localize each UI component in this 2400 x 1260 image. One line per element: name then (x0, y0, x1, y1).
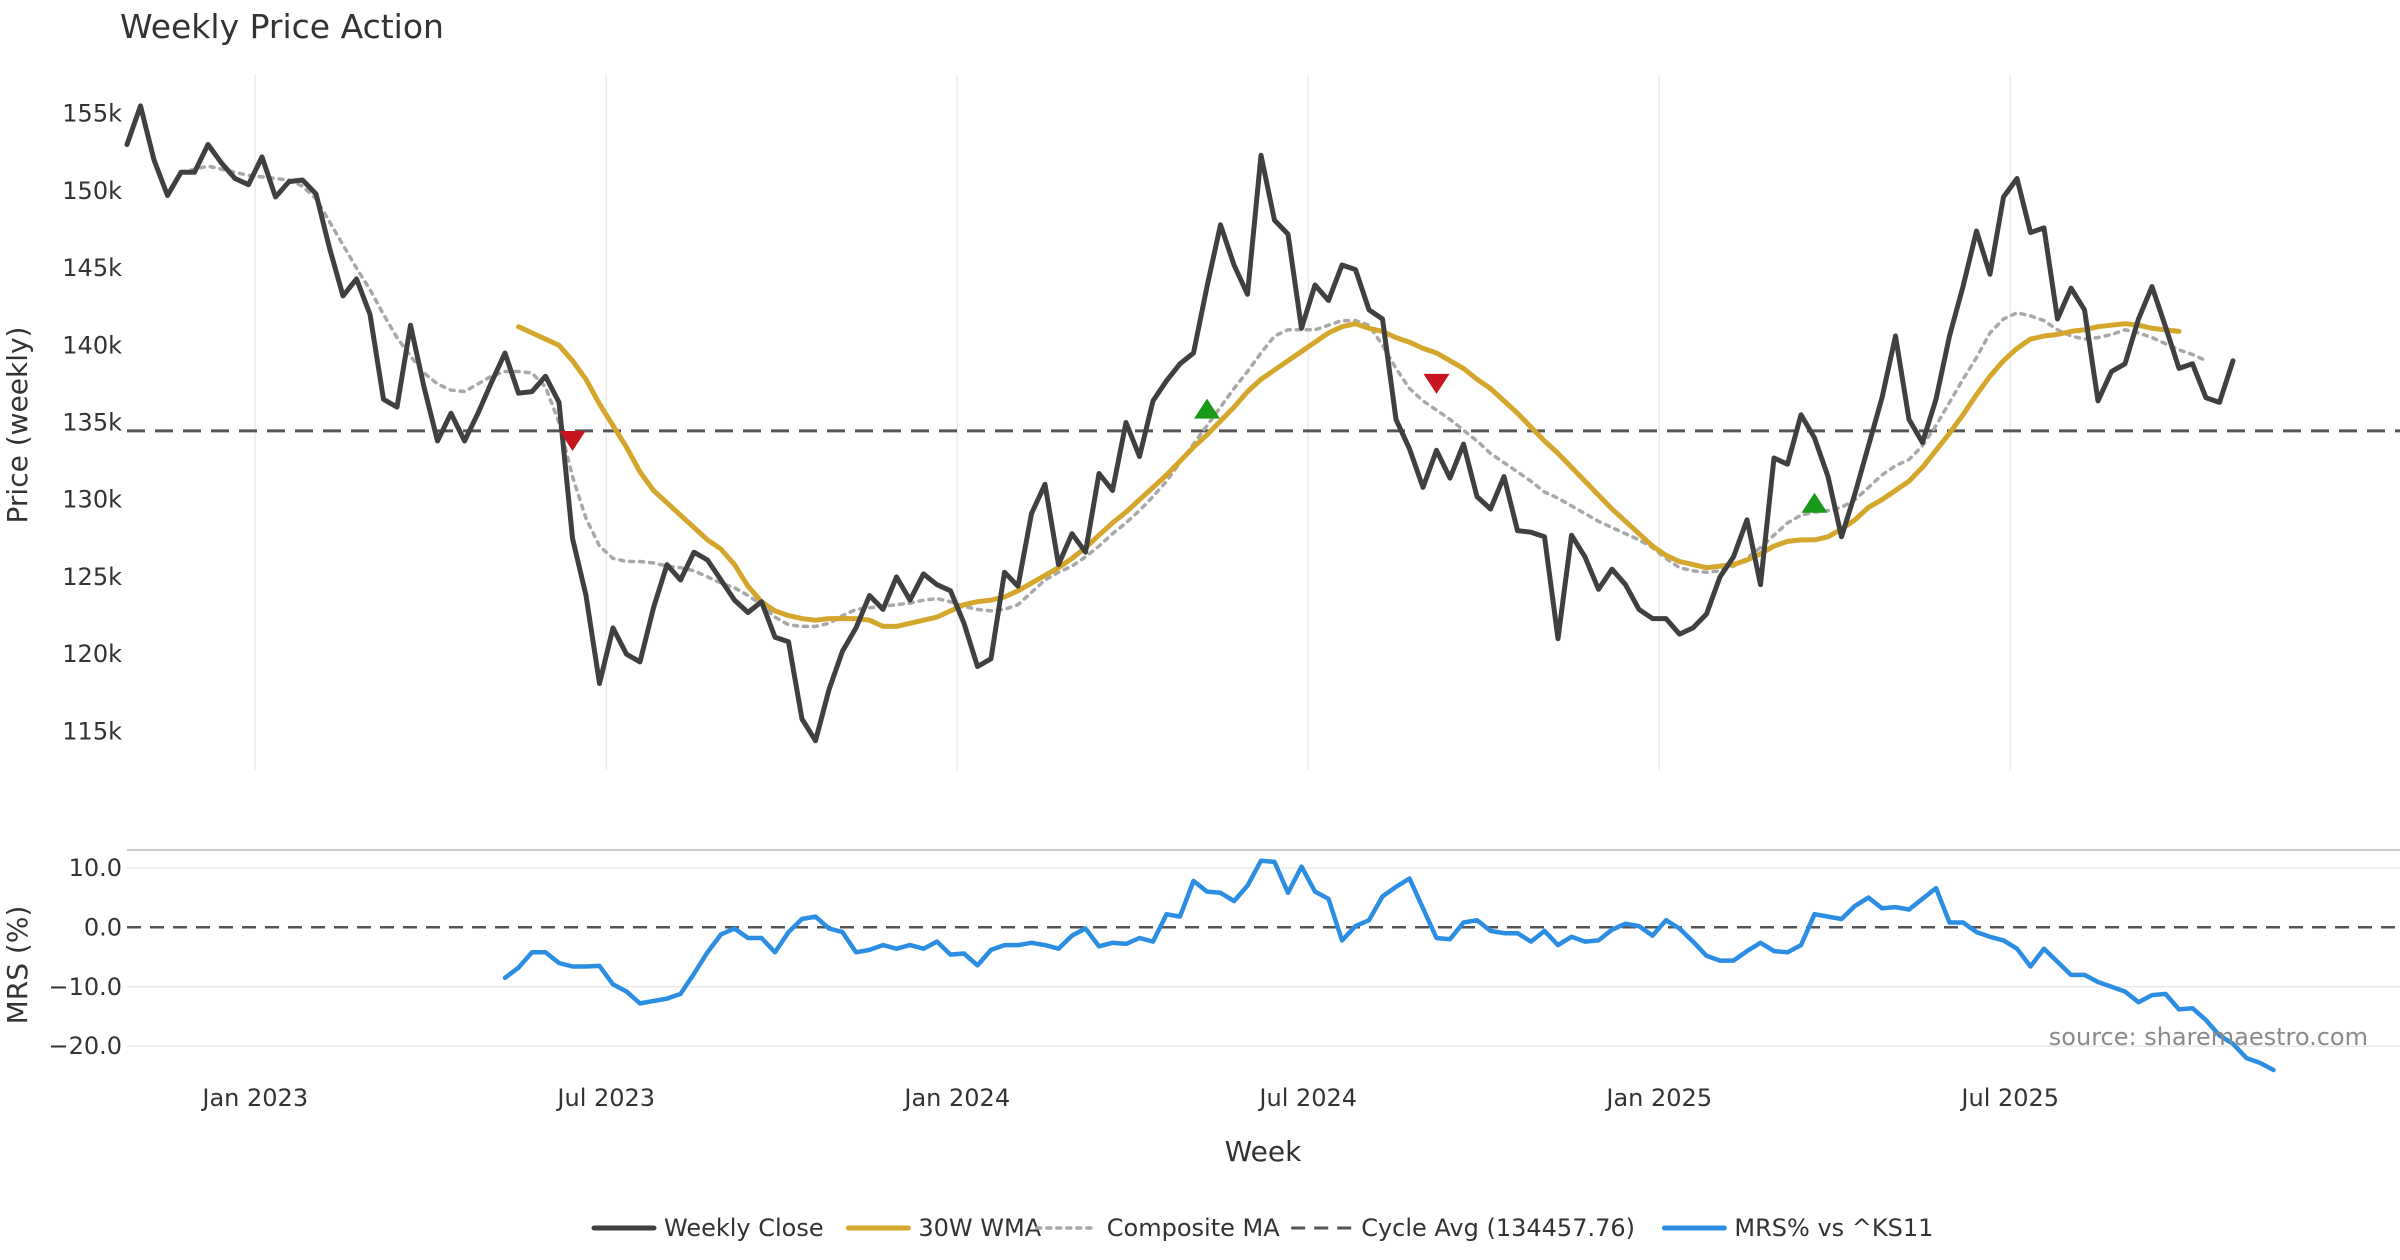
series-weekly-close-line (124, 103, 2236, 744)
price-y-tick-label: 130k (62, 486, 122, 514)
mrs-grid (127, 867, 2400, 1047)
price-y-ticks: 115k 120k 125k 130k 135k 140k 145k 150k 155k (62, 100, 122, 746)
price-y-tick-label: 140k (62, 331, 122, 359)
mrs-series-layer (502, 858, 2276, 1073)
price-y-tick-label: 145k (62, 254, 122, 282)
price-grid (254, 75, 2011, 770)
price-y-axis-title: Price (weekly) (1, 327, 34, 524)
sell-signal-marker (559, 431, 586, 452)
legend-label-cycle-avg-134457-76: Cycle Avg (134457.76) (1361, 1214, 1635, 1242)
legend-label-30w-wma: 30W WMA (918, 1214, 1041, 1242)
legend-label-composite-ma: Composite MA (1107, 1214, 1280, 1242)
price-y-tick-label: 115k (62, 717, 122, 745)
buy-signal-marker (1801, 492, 1828, 513)
legend: Weekly Close 30W WMA Composite MA Cycle Avg… (591, 1214, 1933, 1242)
x-tick-label: Jan 2023 (200, 1084, 308, 1112)
source-note: source: sharemaestro.com (2049, 1023, 2368, 1051)
buy-signal-marker (1194, 398, 1220, 419)
price-y-tick-label: 135k (62, 409, 122, 437)
legend-label-mrs-vs-ks11: MRS% vs ^KS11 (1734, 1214, 1933, 1242)
x-tick-label: Jul 2024 (1257, 1084, 1357, 1112)
x-axis-title: Week (1225, 1135, 1302, 1168)
mrs-y-tick-label: 0.0 (84, 913, 122, 941)
series-mrs-vs-ks11-line (502, 858, 2276, 1073)
price-y-tick-label: 150k (62, 177, 122, 205)
mrs-y-tick-label: −10.0 (48, 973, 122, 1001)
chart-title: Weekly Price Action (120, 7, 444, 46)
mrs-y-tick-label: 10.0 (69, 854, 122, 882)
price-series-layer (124, 103, 2400, 744)
legend-label-weekly-close: Weekly Close (664, 1214, 824, 1242)
x-tick-label: Jan 2025 (1604, 1084, 1712, 1112)
signal-markers (559, 373, 1828, 513)
x-tick-label: Jan 2024 (902, 1084, 1010, 1112)
mrs-y-ticks: 10.0 0.0 −10.0 −20.0 (48, 854, 122, 1060)
x-tick-label: Jul 2025 (1959, 1084, 2059, 1112)
sell-signal-marker (1423, 373, 1450, 394)
price-y-tick-label: 125k (62, 563, 122, 591)
x-ticks: Jan 2023 Jul 2023 Jan 2024 Jul 2024 Jan 2025… (200, 1084, 2059, 1112)
mrs-y-tick-label: −20.0 (48, 1032, 122, 1060)
series-30w-wma-line (516, 321, 2182, 629)
price-y-tick-label: 120k (62, 640, 122, 668)
mrs-y-axis-title: MRS (%) (1, 906, 34, 1025)
price-y-tick-label: 155k (62, 100, 122, 128)
x-tick-label: Jul 2023 (555, 1084, 655, 1112)
